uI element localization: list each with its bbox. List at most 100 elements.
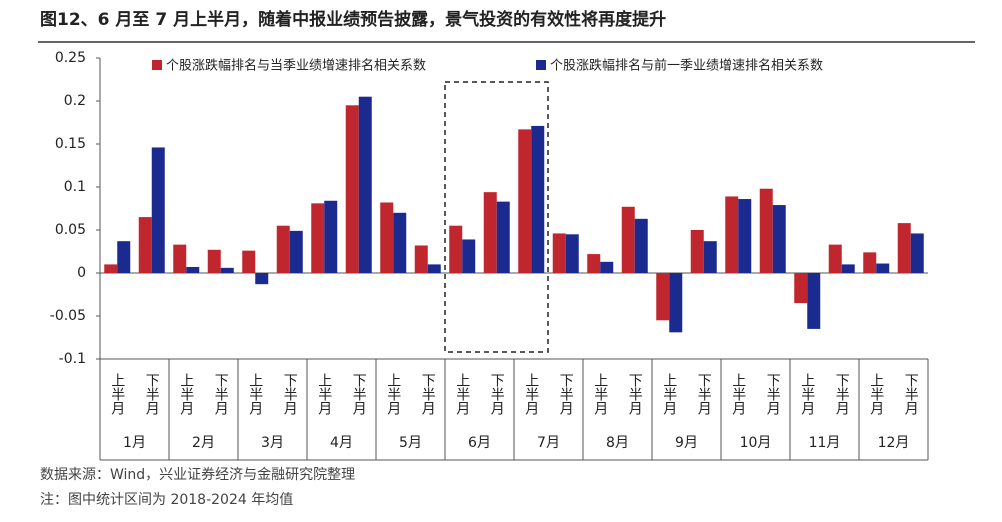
group-label: 4月 — [330, 435, 353, 451]
bar — [656, 273, 670, 321]
bar — [738, 199, 752, 273]
x-tick-label: 上半月 — [868, 373, 884, 416]
legend-swatch — [152, 60, 162, 70]
bar — [186, 266, 200, 273]
bar — [220, 267, 234, 273]
bar — [828, 244, 842, 273]
bar — [151, 147, 165, 273]
bar — [289, 230, 303, 273]
x-tick-label: 上半月 — [799, 373, 815, 416]
group-label: 6月 — [468, 435, 491, 451]
y-tick-label: 0.05 — [55, 222, 86, 238]
bar — [358, 96, 372, 273]
group-label: 10月 — [740, 435, 772, 451]
bar — [311, 203, 325, 273]
bar — [863, 252, 877, 273]
bar — [841, 264, 855, 273]
x-tick-label: 上半月 — [661, 373, 677, 416]
bar — [772, 205, 786, 273]
x-tick-label: 下半月 — [558, 373, 574, 416]
bar — [807, 273, 821, 329]
group-label: 3月 — [261, 435, 284, 451]
bar — [449, 225, 463, 273]
bar — [104, 264, 118, 273]
bar — [759, 188, 773, 273]
y-tick-label: 0.1 — [64, 179, 86, 195]
footnote: 注：图中统计区间为 2018-2024 年均值 — [40, 492, 293, 508]
bar — [393, 212, 407, 273]
x-tick-label: 上半月 — [592, 373, 608, 416]
bar — [876, 263, 890, 273]
bar — [427, 264, 441, 273]
group-label: 9月 — [675, 435, 698, 451]
bar — [531, 125, 545, 273]
x-tick-label: 下半月 — [765, 373, 781, 416]
x-tick-label: 上半月 — [109, 373, 125, 416]
bar — [794, 273, 808, 304]
bar — [173, 244, 187, 273]
bar — [483, 192, 497, 273]
bar — [669, 273, 683, 333]
x-tick-label: 上半月 — [454, 373, 470, 416]
bar — [600, 261, 614, 273]
bar — [414, 245, 428, 273]
source-note: 数据来源：Wind，兴业证券经济与金融研究院整理 — [40, 467, 355, 483]
x-tick-label: 上半月 — [178, 373, 194, 416]
bar — [276, 225, 290, 273]
x-tick-label: 上半月 — [385, 373, 401, 416]
bar — [725, 196, 739, 273]
x-tick-label: 下半月 — [903, 373, 919, 416]
bar — [345, 105, 359, 273]
x-tick-label: 下半月 — [351, 373, 367, 416]
group-label: 2月 — [192, 435, 215, 451]
y-tick-label: 0.15 — [55, 136, 86, 152]
x-tick-label: 下半月 — [144, 373, 160, 416]
bar — [380, 202, 394, 273]
y-tick-label: -0.1 — [59, 351, 86, 367]
chart-title: 图12、6 月至 7 月上半月，随着中报业绩预告披露，景气投资的有效性将再度提升 — [40, 9, 666, 30]
legend-label: 个股涨跌幅排名与当季业绩增速排名相关系数 — [166, 58, 426, 74]
highlight-box — [444, 81, 549, 353]
bar — [242, 250, 256, 273]
x-tick-label: 下半月 — [489, 373, 505, 416]
bar — [138, 217, 152, 273]
bar — [634, 218, 648, 273]
bar — [496, 201, 510, 273]
bar — [207, 249, 221, 273]
bar — [117, 241, 131, 273]
y-tick-label: 0.25 — [55, 50, 86, 66]
bar — [587, 254, 601, 273]
bar — [518, 129, 532, 273]
bar — [565, 234, 579, 273]
x-tick-label: 上半月 — [316, 373, 332, 416]
bar — [621, 206, 635, 273]
legend-swatch — [536, 60, 546, 70]
x-tick-label: 下半月 — [834, 373, 850, 416]
x-tick-label: 上半月 — [523, 373, 539, 416]
bar — [690, 230, 704, 273]
legend-label: 个股涨跌幅排名与前一季业绩增速排名相关系数 — [550, 58, 823, 74]
group-label: 5月 — [399, 435, 422, 451]
bar — [703, 241, 717, 273]
x-tick-label: 上半月 — [730, 373, 746, 416]
x-tick-label: 上半月 — [247, 373, 263, 416]
x-tick-label: 下半月 — [282, 373, 298, 416]
bar — [910, 233, 924, 273]
x-tick-label: 下半月 — [627, 373, 643, 416]
y-tick-label: 0 — [77, 265, 86, 281]
y-tick-label: -0.05 — [50, 308, 86, 324]
bar — [255, 273, 269, 285]
group-label: 7月 — [537, 435, 560, 451]
x-tick-label: 下半月 — [420, 373, 436, 416]
bar — [552, 233, 566, 273]
group-label: 12月 — [878, 435, 910, 451]
group-label: 1月 — [123, 435, 146, 451]
group-label: 11月 — [809, 435, 841, 451]
group-label: 8月 — [606, 435, 629, 451]
y-tick-label: 0.2 — [64, 93, 86, 109]
bar — [897, 223, 911, 273]
bar — [324, 200, 338, 273]
bar — [462, 239, 476, 273]
